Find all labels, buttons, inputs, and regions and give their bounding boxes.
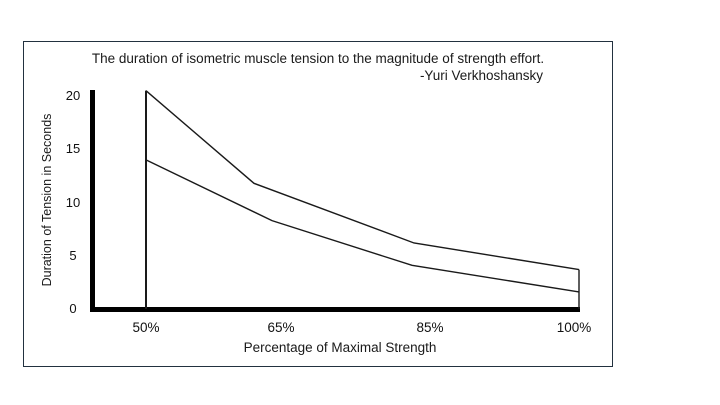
- x-tick-label: 50%: [132, 320, 160, 335]
- y-tick-label: 5: [69, 247, 77, 263]
- x-tick-label: 65%: [267, 320, 295, 335]
- y-tick-label: 0: [69, 301, 77, 316]
- y-tick-label: 15: [65, 141, 81, 157]
- chart-attribution: -Yuri Verkhoshansky: [419, 68, 543, 83]
- y-axis-title: Duration of Tension in Seconds: [40, 113, 54, 287]
- x-tick-label: 100%: [556, 320, 592, 335]
- chart-title: The duration of isometric muscle tension…: [91, 51, 545, 66]
- upper-duration-bound-line: [145, 90, 580, 271]
- x-axis-title: Percentage of Maximal Strength: [243, 340, 437, 355]
- chart-frame: [23, 41, 613, 367]
- y-tick-label: 20: [65, 88, 81, 103]
- lower-duration-bound-line: [145, 159, 580, 293]
- x-tick-label: 85%: [416, 320, 444, 335]
- y-tick-label: 10: [65, 194, 81, 210]
